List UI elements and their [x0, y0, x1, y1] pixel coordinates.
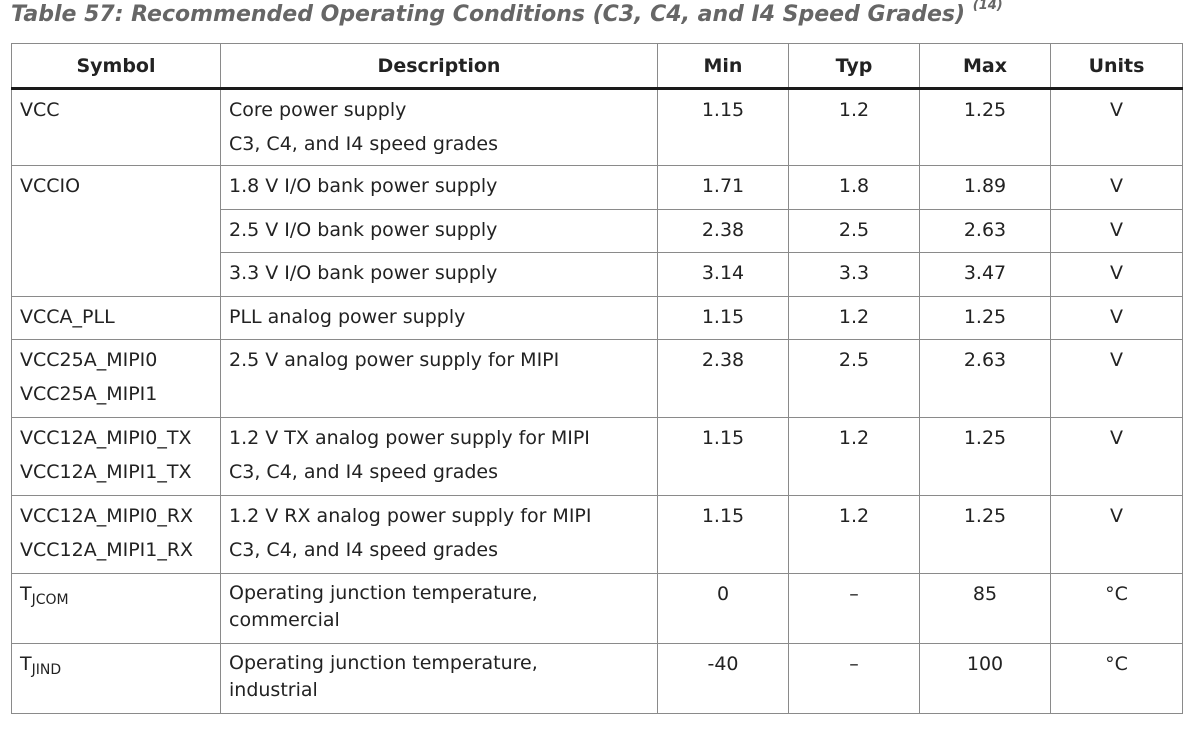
header-units: Units: [1050, 43, 1183, 90]
cell-max: 1.25: [919, 417, 1051, 496]
cell-min: 2.38: [657, 209, 789, 253]
table-row: VCC25A_MIPI0 VCC25A_MIPI1 2.5 V analog po…: [11, 339, 1183, 418]
cell-typ: 1.2: [788, 296, 920, 340]
table-row: TJCOM Operating junction temperature, com…: [11, 573, 1183, 644]
cell-units: V: [1050, 296, 1183, 340]
cell-units: V: [1050, 252, 1183, 297]
table-row: VCC Core power supply C3, C4, and I4 spee…: [11, 88, 1183, 166]
header-max: Max: [919, 43, 1051, 90]
cell-units: V: [1050, 165, 1183, 210]
cell-description: Operating junction temperature, industria…: [220, 643, 658, 714]
cell-typ: –: [788, 573, 920, 644]
symbol-subscript: JIND: [31, 662, 62, 678]
cell-max: 1.25: [919, 495, 1051, 574]
cell-units: °C: [1050, 573, 1183, 644]
cell-description: 1.2 V TX analog power supply for MIPI C3,…: [220, 417, 658, 496]
cell-description: 2.5 V analog power supply for MIPI: [220, 339, 658, 418]
header-typ: Typ: [788, 43, 920, 90]
cell-description: 2.5 V I/O bank power supply: [220, 209, 658, 253]
cell-description: Operating junction temperature, commercia…: [220, 573, 658, 644]
cell-units: V: [1050, 417, 1183, 496]
cell-max: 3.47: [919, 252, 1051, 297]
cell-typ: 2.5: [788, 339, 920, 418]
cell-max: 2.63: [919, 209, 1051, 253]
header-row: Symbol Description Min Typ Max Units: [11, 43, 1183, 90]
cell-max: 1.25: [919, 296, 1051, 340]
cell-units: V: [1050, 88, 1183, 166]
cell-description: Core power supply C3, C4, and I4 speed gr…: [220, 88, 658, 166]
cell-min: 2.38: [657, 339, 789, 418]
cell-max: 85: [919, 573, 1051, 644]
cell-typ: 1.2: [788, 88, 920, 166]
table-row: VCC12A_MIPI0_TX VCC12A_MIPI1_TX 1.2 V TX …: [11, 417, 1183, 496]
cell-description: 1.2 V RX analog power supply for MIPI C3,…: [220, 495, 658, 574]
cell-max: 1.25: [919, 88, 1051, 166]
cell-min: 3.14: [657, 252, 789, 297]
cell-min: 1.71: [657, 165, 789, 210]
header-min: Min: [657, 43, 789, 90]
table-row: VCCIO 1.8 V I/O bank power supply 1.71 1…: [11, 165, 1183, 297]
header-symbol: Symbol: [11, 43, 221, 90]
table-row: TJIND Operating junction temperature, ind…: [11, 643, 1183, 714]
cell-max: 100: [919, 643, 1051, 714]
cell-min: 0: [657, 573, 789, 644]
operating-conditions-table: Symbol Description Min Typ Max Units VCC…: [11, 43, 1183, 714]
cell-symbol: VCC25A_MIPI0 VCC25A_MIPI1: [11, 339, 221, 418]
cell-units: V: [1050, 339, 1183, 418]
cell-typ: 1.2: [788, 417, 920, 496]
cell-max: 2.63: [919, 339, 1051, 418]
cell-typ: 2.5: [788, 209, 920, 253]
cell-symbol: VCC12A_MIPI0_RX VCC12A_MIPI1_RX: [11, 495, 221, 574]
cell-min: -40: [657, 643, 789, 714]
table-caption: Table 57: Recommended Operating Conditio…: [11, 0, 1003, 30]
symbol-main: T: [20, 583, 32, 605]
table-row: 2.5 V I/O bank power supply 2.38 2.5 2.6…: [12, 209, 1183, 253]
table-row: 3.3 V I/O bank power supply 3.14 3.3 3.4…: [12, 252, 1183, 297]
symbol-main: T: [20, 653, 32, 675]
cell-typ: 1.8: [788, 165, 920, 210]
cell-min: 1.15: [657, 296, 789, 340]
cell-typ: –: [788, 643, 920, 714]
cell-units: V: [1050, 495, 1183, 574]
cell-description: 3.3 V I/O bank power supply: [220, 252, 658, 297]
cell-units: V: [1050, 209, 1183, 253]
cell-min: 1.15: [657, 88, 789, 166]
cell-symbol: VCC12A_MIPI0_TX VCC12A_MIPI1_TX: [11, 417, 221, 496]
cell-max: 1.89: [919, 165, 1051, 210]
cell-min: 1.15: [657, 495, 789, 574]
caption-text: Table 57: Recommended Operating Conditio…: [11, 2, 966, 27]
cell-symbol: VCC: [11, 88, 221, 166]
symbol-subscript: JCOM: [31, 592, 69, 608]
cell-typ: 3.3: [788, 252, 920, 297]
cell-symbol: TJCOM: [11, 573, 221, 644]
cell-min: 1.15: [657, 417, 789, 496]
table-row: VCC12A_MIPI0_RX VCC12A_MIPI1_RX 1.2 V RX …: [11, 495, 1183, 574]
cell-symbol: TJIND: [11, 643, 221, 714]
cell-symbol: VCCIO: [11, 165, 221, 297]
table-row: VCCA_PLL PLL analog power supply 1.15 1.…: [11, 296, 1183, 340]
caption-footnote: (14): [972, 0, 1003, 13]
cell-symbol: VCCA_PLL: [11, 296, 221, 340]
cell-typ: 1.2: [788, 495, 920, 574]
cell-description: 1.8 V I/O bank power supply: [220, 165, 658, 210]
header-description: Description: [220, 43, 658, 90]
cell-description: PLL analog power supply: [220, 296, 658, 340]
cell-units: °C: [1050, 643, 1183, 714]
